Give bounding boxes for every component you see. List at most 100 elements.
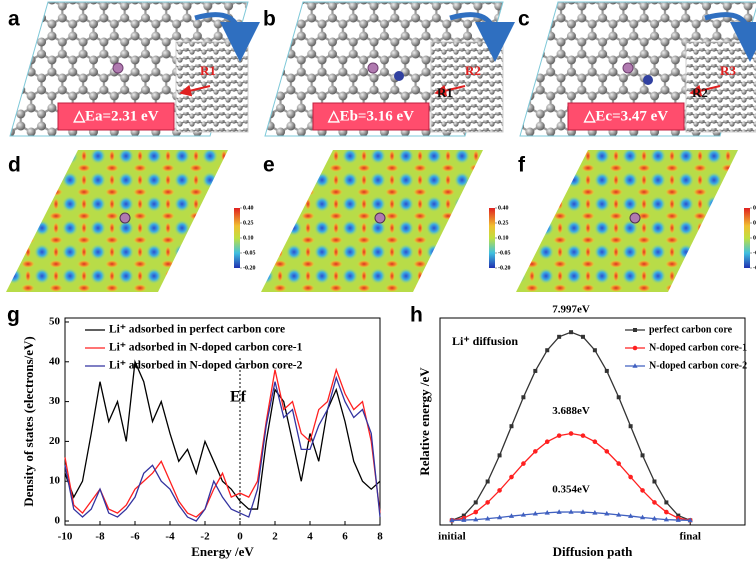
arrow xyxy=(704,12,756,62)
x-tick-label: -6 xyxy=(130,531,140,543)
panel-letter: g xyxy=(7,304,20,327)
site-label: R3 xyxy=(720,63,736,78)
marker xyxy=(568,509,574,514)
path-arrow xyxy=(689,84,721,97)
n-atom xyxy=(643,75,653,85)
y-tick-label: 30 xyxy=(49,395,61,407)
site-label: R1 xyxy=(437,85,453,100)
legend-label: Li⁺ adsorbed in N-doped carbon core-1 xyxy=(109,342,303,354)
marker xyxy=(652,500,657,505)
marker xyxy=(604,449,610,454)
legend-marker xyxy=(632,363,638,368)
marker xyxy=(628,474,633,480)
marker xyxy=(485,515,491,521)
legend-label: N-doped carbon core-2 xyxy=(649,360,747,371)
marker xyxy=(473,509,479,515)
fermi-label: Ef xyxy=(230,389,247,406)
marker xyxy=(496,514,503,520)
panel-letter: c xyxy=(518,8,530,31)
marker xyxy=(687,517,693,523)
marker xyxy=(616,395,621,400)
plot-frame xyxy=(64,317,381,526)
legend-marker xyxy=(633,328,637,332)
li-atom xyxy=(119,212,131,224)
y-tick-label: 20 xyxy=(49,435,61,447)
colorbar xyxy=(234,208,240,268)
colorbar-tick-label: 0.40 xyxy=(243,205,254,211)
legend-label: N-doped carbon core-1 xyxy=(649,342,747,353)
x-tick-label: -8 xyxy=(95,531,105,543)
colorbar-tick-label: -0.05 xyxy=(498,250,511,256)
marker xyxy=(628,424,633,429)
x-axis-label: Energy /eV xyxy=(191,544,254,559)
marker xyxy=(485,500,490,505)
arrow xyxy=(194,12,260,62)
li-atom xyxy=(367,62,379,74)
x-tick-label: initial xyxy=(438,531,466,543)
li-atom xyxy=(112,62,124,74)
marker xyxy=(532,510,538,516)
energy-label: △Ea=2.31 eV xyxy=(72,108,158,124)
y-tick-label: 50 xyxy=(49,316,61,328)
marker xyxy=(544,509,550,515)
legend-marker xyxy=(632,345,638,351)
marker xyxy=(592,439,598,445)
colorbar-tick-label: 0.40 xyxy=(753,205,756,211)
x-tick-label: 2 xyxy=(272,531,278,543)
marker xyxy=(604,510,610,516)
marker xyxy=(663,516,669,522)
marker xyxy=(664,509,669,515)
marker xyxy=(473,500,478,505)
marker xyxy=(580,334,585,339)
charge-density-map xyxy=(261,150,483,292)
colorbar-tick-label: -0.20 xyxy=(498,265,511,271)
x-tick-label: 4 xyxy=(307,531,313,543)
path-arrow xyxy=(179,84,211,97)
y-axis-label: Density of states (electrons/eV) xyxy=(21,336,36,507)
x-tick-label: -10 xyxy=(58,531,73,543)
marker xyxy=(675,517,681,522)
peak-label: 3.688eV xyxy=(552,405,590,417)
marker xyxy=(521,395,526,400)
energy-box xyxy=(57,102,175,131)
panel-letter: a xyxy=(8,8,20,31)
panel-letter: d xyxy=(8,154,21,177)
colorbar-tick-label: 0.25 xyxy=(243,220,254,226)
marker xyxy=(520,512,526,517)
marker xyxy=(639,514,646,520)
y-axis-label: Relative energy /eV xyxy=(417,367,432,476)
colorbar-tick-label: 0.10 xyxy=(753,235,756,241)
legend-label: Li⁺ adsorbed in N-doped carbon core-2 xyxy=(109,360,303,372)
marker xyxy=(556,433,562,438)
li-atom xyxy=(629,212,641,224)
marker xyxy=(461,517,467,522)
marker xyxy=(557,334,562,339)
li-atom xyxy=(622,62,634,74)
marker xyxy=(568,431,574,436)
li-atom xyxy=(374,212,386,224)
x-tick-label: 8 xyxy=(377,531,383,543)
colorbar-tick-label: 0.10 xyxy=(243,235,254,241)
x-tick-label: 6 xyxy=(342,531,348,543)
marker xyxy=(521,461,526,466)
marker xyxy=(509,474,514,480)
marker xyxy=(604,368,609,373)
series-line xyxy=(451,432,691,521)
colorbar-tick-label: -0.05 xyxy=(243,250,256,256)
colorbar-tick-label: -0.20 xyxy=(243,265,256,271)
marker xyxy=(509,424,514,429)
marker xyxy=(580,509,586,514)
panel-letter: b xyxy=(263,8,276,31)
inset xyxy=(175,41,249,133)
peak-label: 7.997eV xyxy=(552,304,590,316)
energy-box xyxy=(567,102,685,131)
marker xyxy=(485,479,490,484)
x-tick-label: -4 xyxy=(165,531,175,543)
arrow xyxy=(449,12,515,62)
marker xyxy=(544,439,550,445)
marker xyxy=(569,330,574,335)
colorbar-tick-label: -0.20 xyxy=(753,265,756,271)
x-tick-label: -2 xyxy=(200,531,210,543)
charge-density-map xyxy=(516,150,738,292)
